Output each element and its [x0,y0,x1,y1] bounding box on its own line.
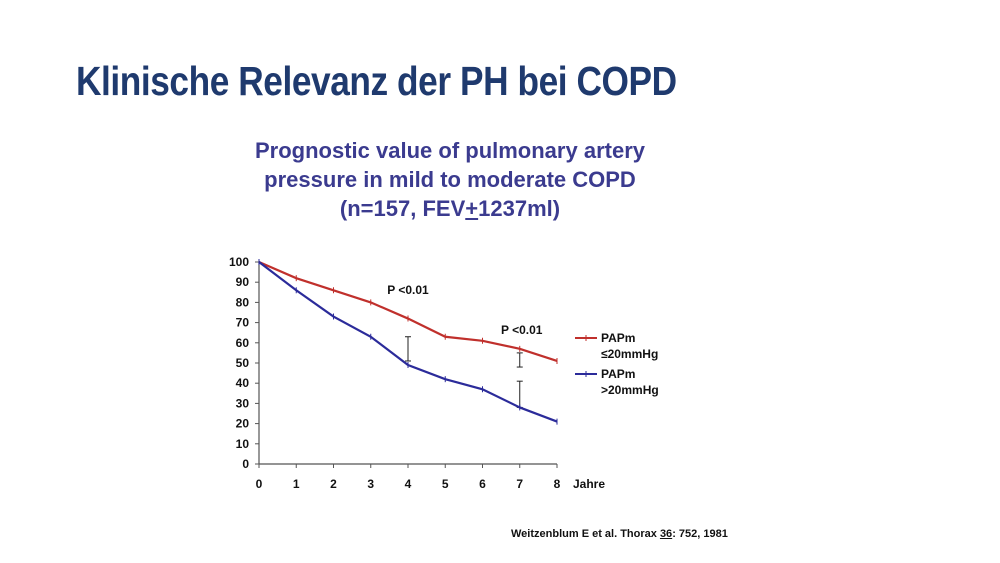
y-tick-label: 40 [236,376,250,390]
y-tick-label: 20 [236,417,250,431]
slide-title: Klinische Relevanz der PH bei COPD [76,58,677,104]
chart-ticks: 0 10 20 30 40 50 60 70 80 90 100 0 1 2 3 4 5 6 7 8 Jahre [229,255,605,491]
x-tick-label: 2 [330,477,337,491]
y-tick-label: 100 [229,255,249,269]
citation-suffix: : 752, 1981 [672,528,728,540]
citation-volume: 36 [659,528,673,540]
chart-title-line-3: (n=157, FEV+1237ml) [200,194,700,223]
x-tick-label: 8 [554,477,561,491]
legend-label-line-2: ≤20mmHg [601,347,658,361]
p-value-annotation: P <0.01 [387,283,429,297]
x-tick-label: 7 [516,477,523,491]
citation-prefix: Weitzenblum E et al. Thorax [511,528,660,540]
y-tick-label: 50 [236,356,250,370]
chart-series [258,259,558,425]
x-axis-label: Jahre [573,477,605,491]
y-tick-label: 10 [236,437,250,451]
y-tick-label: 80 [236,295,250,309]
chart-title-line-1: Prognostic value of pulmonary artery [255,138,645,163]
chart-error-bars [405,336,523,408]
legend-label-line-2: >20mmHg [601,383,659,397]
x-tick-label: 5 [442,477,449,491]
x-tick-label: 4 [405,477,412,491]
p-value-annotation: P <0.01 [501,323,543,337]
x-tick-label: 0 [256,477,263,491]
x-tick-label: 1 [293,477,300,491]
x-tick-label: 3 [367,477,374,491]
citation: Weitzenblum E et al. Thorax 36: 752, 198… [511,528,728,540]
legend-label-line-1: PAPm [601,367,635,381]
chart-title-line-2: pressure in mild to moderate COPD [264,167,636,192]
chart-title-plusminus: + [465,196,479,221]
chart-title: Prognostic value of pulmonary artery pre… [200,136,700,223]
x-tick-label: 6 [479,477,486,491]
chart-annotations: P <0.01 P <0.01 [387,283,543,337]
y-tick-label: 70 [236,316,250,330]
chart-title-fev: 1237ml) [478,196,561,221]
y-tick-label: 60 [236,336,250,350]
legend-label-line-1: PAPm [601,331,635,345]
y-tick-label: 0 [242,457,249,471]
chart-legend: PAPm ≤20mmHg PAPm >20mmHg [575,331,659,397]
y-tick-label: 90 [236,275,250,289]
chart-title-n: (n=157, FEV [339,196,466,221]
y-tick-label: 30 [236,396,250,410]
